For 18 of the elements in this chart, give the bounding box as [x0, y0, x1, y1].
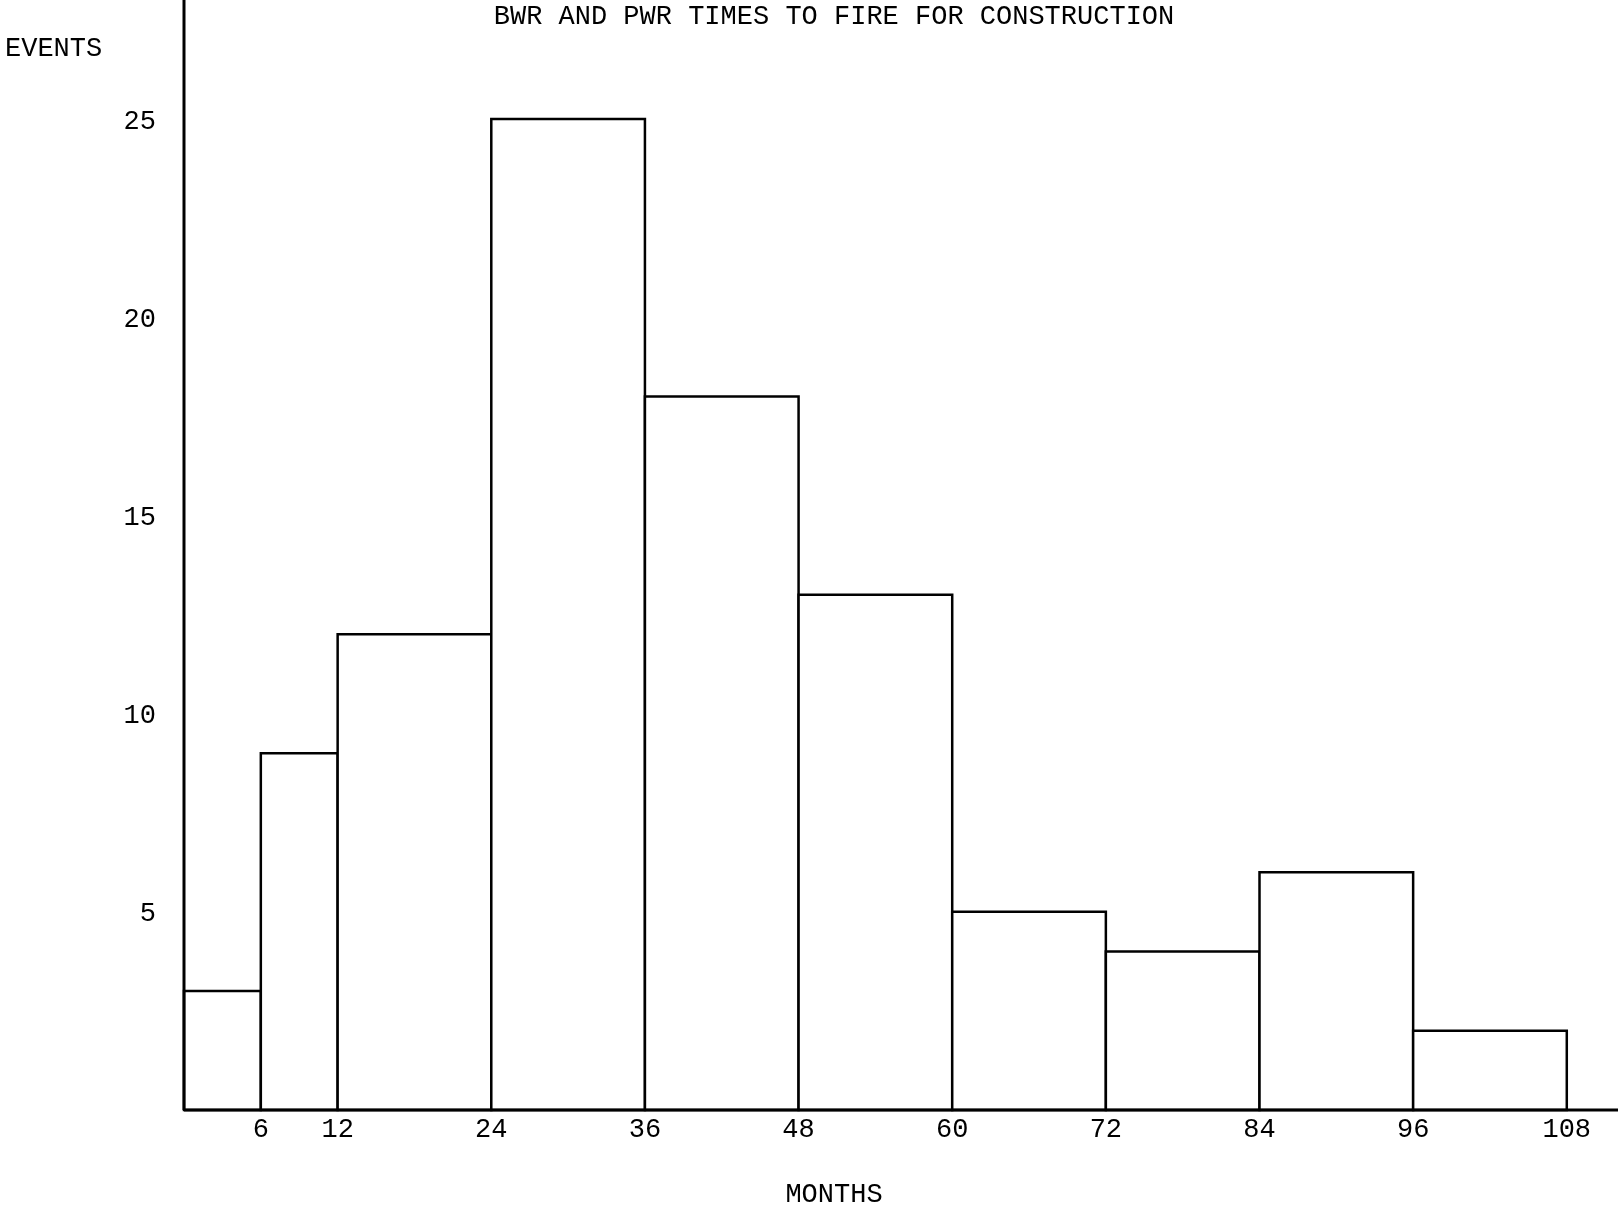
x-tick-label: 12: [321, 1115, 354, 1146]
x-tick-label: 48: [782, 1115, 815, 1146]
x-tick-label: 96: [1396, 1115, 1430, 1146]
y-tick-label: 15: [123, 502, 156, 533]
chart-title: BWR AND PWR TIMES TO FIRE FOR CONSTRUCTION: [492, 2, 1176, 32]
x-tick-label: 6: [252, 1115, 269, 1146]
y-tick-label: 25: [123, 106, 156, 137]
y-axis-title: EVENTS: [5, 34, 103, 64]
y-tick-label: 20: [123, 304, 156, 335]
x-tick-label: 72: [1089, 1115, 1123, 1146]
x-tick-label: 84: [1243, 1115, 1276, 1146]
y-tick-label: 5: [139, 899, 156, 930]
x-tick-label: 36: [628, 1115, 662, 1146]
x-tick-label: 60: [936, 1115, 969, 1146]
x-tick-label: 108: [1542, 1115, 1592, 1146]
x-tick-label: 24: [475, 1115, 508, 1146]
x-axis-title: MONTHS: [784, 1180, 884, 1210]
y-tick-label: 10: [123, 701, 156, 732]
